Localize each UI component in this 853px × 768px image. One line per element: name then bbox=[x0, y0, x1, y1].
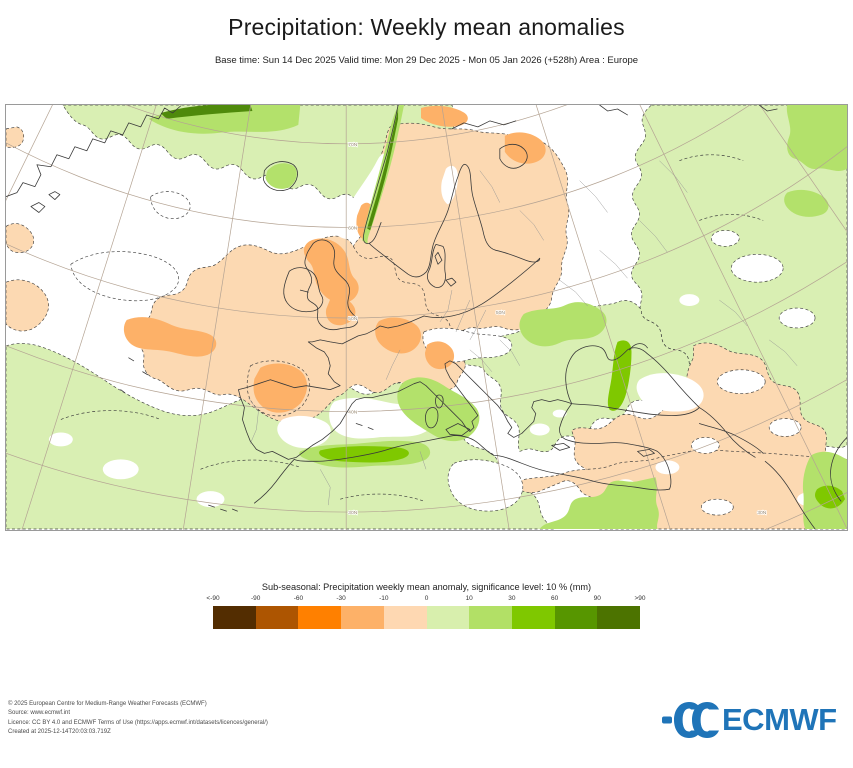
coastlines bbox=[6, 105, 847, 530]
anomaly-region-dry-light bbox=[6, 122, 847, 530]
lat-label-30n-east: 30N bbox=[757, 510, 767, 516]
legend-tick: 0 bbox=[424, 595, 429, 602]
legend-tick: >90 bbox=[634, 595, 646, 602]
latitude-labels: 70N 60N 50N 40N 30N 50N 30N bbox=[347, 141, 767, 517]
lat-label-30n: 30N bbox=[348, 510, 358, 516]
legend-color-cell bbox=[426, 606, 470, 629]
footer-created: Created at 2025-12-14T20:03:03.719Z bbox=[8, 728, 111, 735]
graticule bbox=[6, 105, 847, 530]
legend-tick: 60 bbox=[550, 595, 559, 602]
coast-islands bbox=[120, 357, 655, 512]
anomaly-region-dry-medium bbox=[123, 105, 546, 413]
legend-tick: <-90 bbox=[206, 595, 220, 602]
legend-tick: -90 bbox=[250, 595, 261, 602]
coast-ireland bbox=[283, 267, 324, 313]
coast-turkey bbox=[559, 403, 672, 490]
page-subtitle: Base time: Sun 14 Dec 2025 Valid time: M… bbox=[214, 55, 639, 66]
map-canvas: 70N 60N 50N 40N 30N 50N 30N bbox=[6, 105, 847, 530]
coast-europe-mainland bbox=[238, 315, 573, 460]
footer-credits: © 2025 European Centre for Medium-Range … bbox=[8, 700, 268, 737]
legend-tick: 90 bbox=[593, 595, 601, 602]
lat-label-50n-east: 50N bbox=[496, 310, 506, 316]
coast-iceland bbox=[262, 161, 298, 191]
lat-label-60n: 60N bbox=[348, 225, 358, 231]
legend-color-cell bbox=[383, 606, 427, 629]
legend-tick: 10 bbox=[465, 595, 473, 602]
coast-north-africa bbox=[254, 435, 670, 504]
anomaly-region-wet-medium bbox=[148, 105, 847, 530]
legend-color-cell bbox=[554, 606, 598, 629]
lat-label-70n: 70N bbox=[348, 142, 358, 148]
legend-title: Sub-seasonal: Precipitation weekly mean … bbox=[261, 582, 592, 592]
legend-color-cell bbox=[298, 606, 342, 629]
footer-copyright: © 2025 European Centre for Medium-Range … bbox=[8, 701, 207, 707]
legend-color-cell bbox=[213, 606, 256, 629]
coast-black-sea bbox=[565, 343, 700, 416]
lat-label-50n: 50N bbox=[348, 316, 358, 322]
coast-greenland bbox=[6, 105, 181, 197]
legend-tick: -60 bbox=[293, 595, 304, 602]
coast-denmark bbox=[427, 243, 457, 288]
legend-tick: 30 bbox=[508, 595, 516, 602]
legend-tick: -30 bbox=[336, 595, 346, 602]
significance-contours bbox=[60, 154, 764, 502]
coast-great-britain bbox=[304, 239, 358, 331]
ecmwf-logo-mark bbox=[662, 702, 719, 738]
legend-colorbar bbox=[213, 606, 641, 629]
legend-color-cell bbox=[469, 606, 512, 629]
footer-licence: Licence: CC BY 4.0 and ECMWF Terms of Us… bbox=[8, 719, 268, 726]
ecmwf-logo: ECMWF bbox=[660, 700, 845, 742]
lat-label-40n: 40N bbox=[348, 410, 358, 416]
legend-ticks: <-90 -90 -60 -30 -10 0 10 30 60 90 >90 bbox=[206, 595, 645, 605]
anomaly-map: 70N 60N 50N 40N 30N 50N 30N bbox=[5, 104, 848, 531]
legend-tick: -10 bbox=[379, 595, 389, 602]
coast-caucasus-caspian bbox=[698, 407, 847, 530]
footer-source: Source: www.ecmwf.int bbox=[8, 710, 71, 717]
legend-color-cell bbox=[255, 606, 299, 629]
legend-color-cell bbox=[597, 606, 641, 629]
page-title: Precipitation: Weekly mean anomalies bbox=[228, 14, 625, 40]
coast-scandinavia bbox=[362, 105, 541, 278]
legend-color-cell bbox=[511, 606, 555, 629]
legend-color-cell bbox=[341, 606, 384, 629]
anomaly-region-wet-coast-strip bbox=[160, 105, 399, 231]
ecmwf-logo-text: ECMWF bbox=[722, 702, 837, 737]
country-borders bbox=[248, 160, 798, 506]
